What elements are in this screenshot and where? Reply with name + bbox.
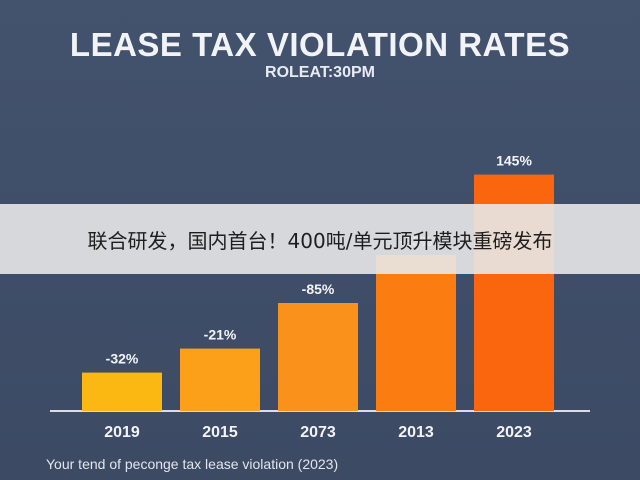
data-label-2019: -32% xyxy=(106,351,139,367)
bar-2015 xyxy=(180,348,260,411)
bar-2013 xyxy=(376,255,456,411)
x-tick-label-2019: 2019 xyxy=(104,424,140,441)
banner-text: 联合研发，国内首台！400吨/单元顶升模块重磅发布 xyxy=(87,228,553,253)
data-label-2073: -85% xyxy=(302,281,335,297)
overlay-banner[interactable]: 联合研发，国内首台！400吨/单元顶升模块重磅发布 xyxy=(0,204,640,274)
x-tick-label-2073: 2073 xyxy=(300,424,336,441)
chart-title: LEASE TAX VIOLATION RATES xyxy=(69,26,571,63)
x-tick-label-2023: 2023 xyxy=(496,424,532,441)
chart-caption: Your tend of peconge tax lease violation… xyxy=(46,456,339,472)
x-tick-label-2015: 2015 xyxy=(202,424,238,441)
chart-subtitle: ROLEAT:30PM xyxy=(265,64,375,81)
bar-2073 xyxy=(278,303,358,411)
data-label-2023: 145% xyxy=(496,153,532,169)
x-tick-label-2013: 2013 xyxy=(398,424,434,441)
bar-2019 xyxy=(82,372,162,411)
data-label-2015: -21% xyxy=(204,327,237,343)
